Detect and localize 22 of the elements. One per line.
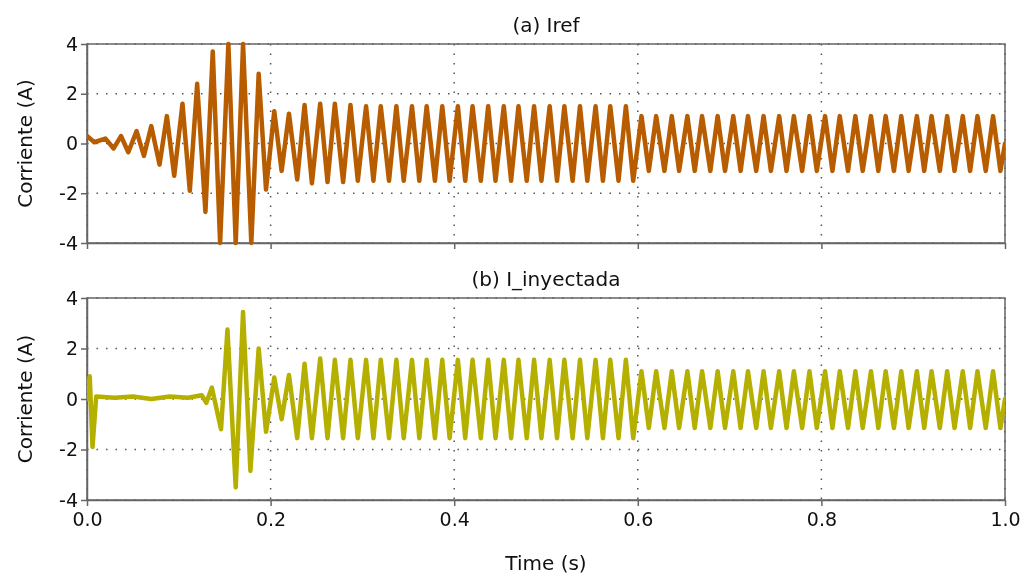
x-axis-title: Time (s) (504, 551, 587, 575)
y-axis-title: Corriente (A) (13, 79, 37, 208)
line-series (87, 309, 1005, 490)
x-tick-label: 0.8 (806, 508, 838, 531)
y-tick-label: 2 (65, 82, 78, 105)
y-tick-label: -2 (59, 181, 78, 204)
y-tick-label: 2 (65, 337, 78, 360)
y-tick-label: -2 (59, 438, 78, 461)
y-tick-label: -4 (59, 231, 78, 254)
y-tick-label: -4 (59, 488, 78, 511)
x-tick-label: 0.4 (439, 508, 470, 531)
x-tick-label: 0.6 (623, 508, 654, 531)
chart-title: (b) I_inyectada (471, 267, 621, 291)
y-axis-title: Corriente (A) (13, 334, 37, 464)
chart-title: (a) Iref (512, 13, 581, 37)
x-tick-label: 1.0 (990, 508, 1021, 531)
y-tick-label: 4 (65, 286, 78, 309)
y-tick-label: 0 (65, 387, 78, 410)
x-tick-label: 0.0 (72, 508, 103, 531)
y-tick-label: 0 (65, 132, 78, 155)
x-tick-label: 0.2 (255, 508, 287, 531)
y-tick-label: 4 (65, 32, 78, 55)
